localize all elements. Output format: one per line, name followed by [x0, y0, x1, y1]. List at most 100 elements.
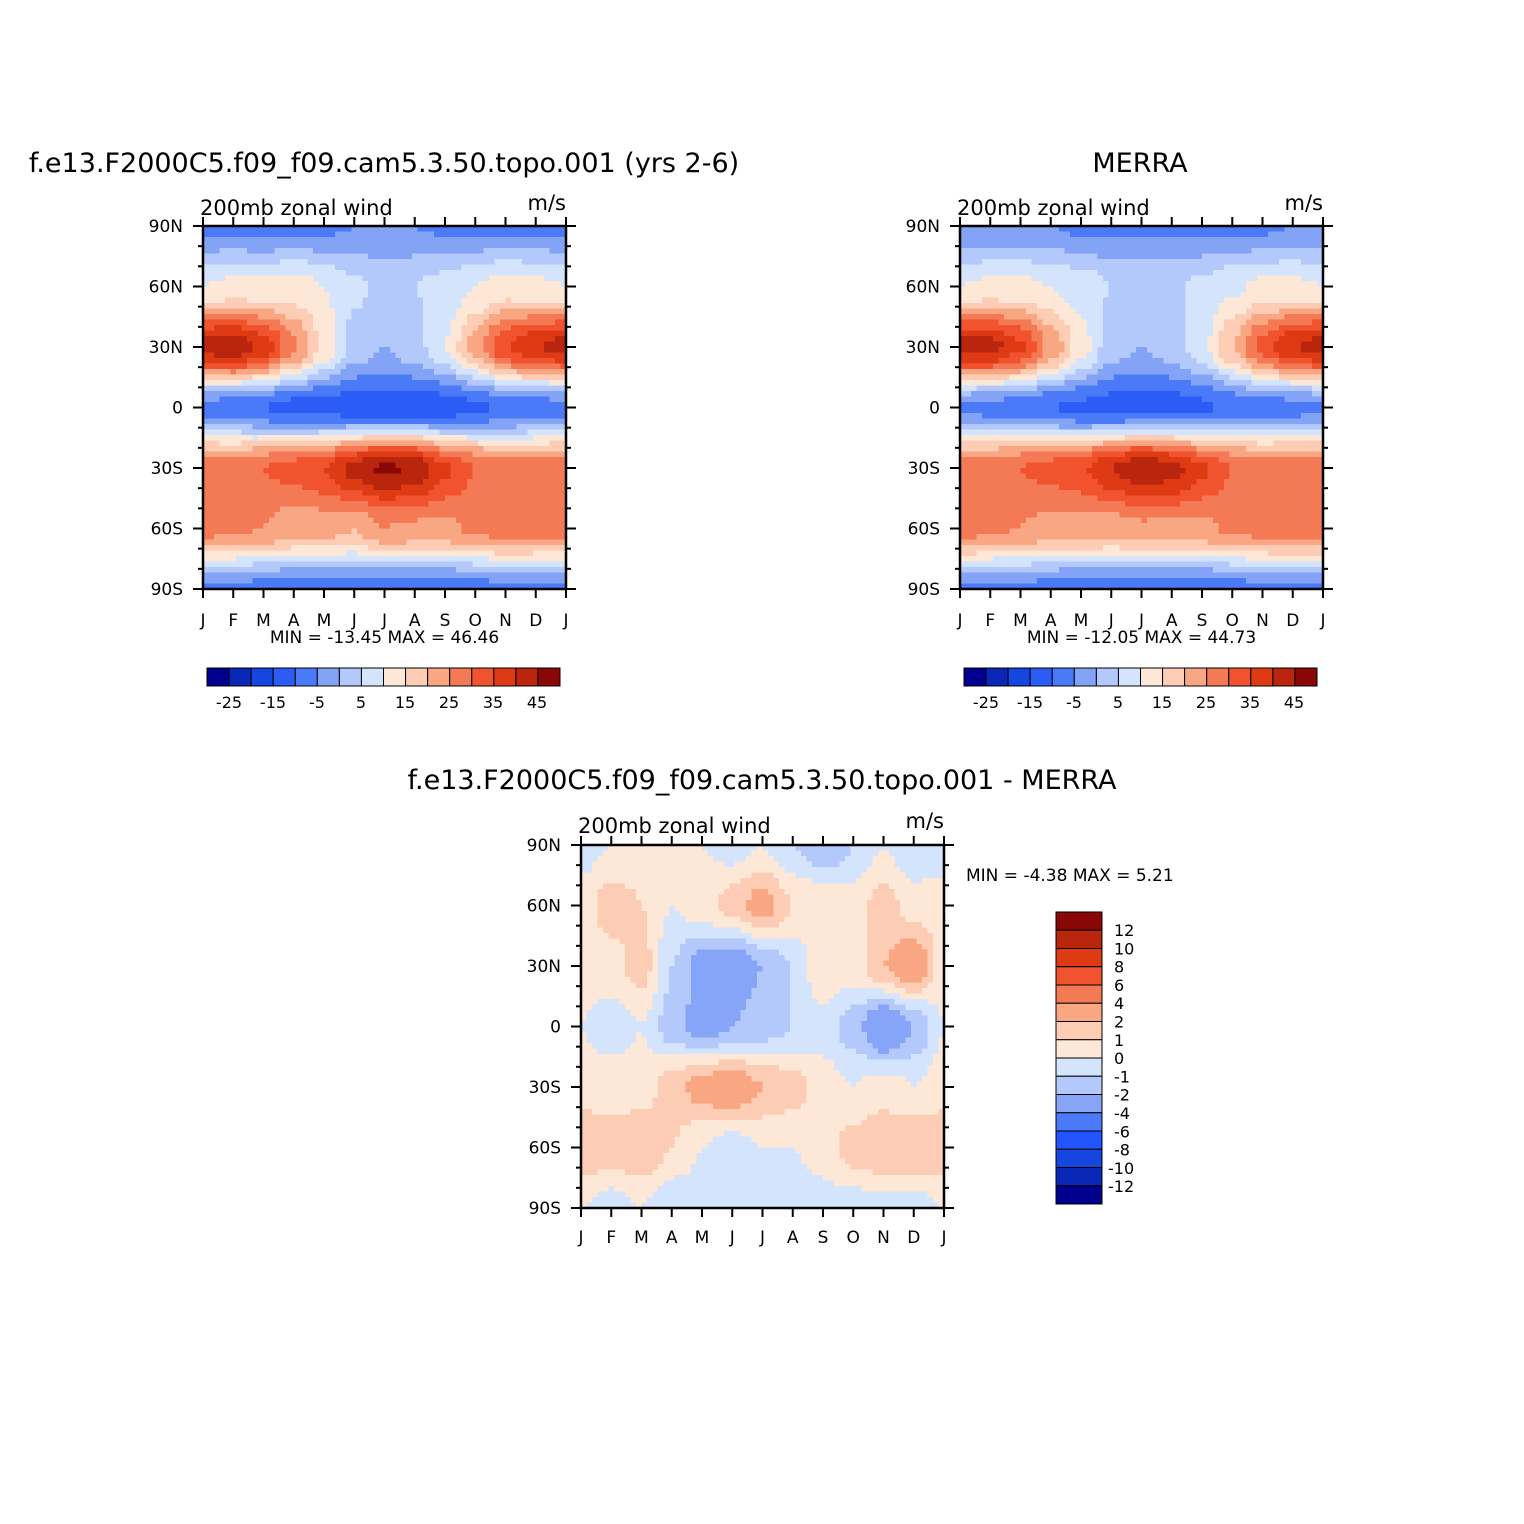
model-cell	[346, 264, 353, 271]
model-cell	[505, 347, 512, 354]
model-cell	[307, 501, 314, 508]
model-cell	[373, 358, 380, 365]
model-cell	[489, 457, 496, 464]
obs-cell	[1163, 242, 1170, 249]
model-cell	[318, 473, 325, 480]
model-cell	[423, 578, 430, 585]
model-cell	[494, 319, 501, 326]
model-cell	[241, 468, 248, 475]
model-cell	[302, 352, 309, 359]
model-cell	[263, 363, 270, 370]
model-cell	[274, 286, 281, 293]
model-cell	[472, 451, 479, 458]
model-cell	[384, 418, 391, 425]
model-cell	[538, 352, 545, 359]
model-cell	[527, 440, 534, 447]
model-cell	[417, 457, 424, 464]
model-cell	[241, 462, 248, 469]
model-cell	[274, 374, 281, 381]
model-cell	[461, 583, 468, 590]
model-cell	[329, 473, 336, 480]
model-cell	[241, 264, 248, 271]
model-cell	[401, 578, 408, 585]
model-cell	[401, 358, 408, 365]
model-cell	[313, 286, 320, 293]
model-cell	[225, 440, 232, 447]
model-cell	[505, 583, 512, 590]
model-cell	[329, 363, 336, 370]
model-cell	[329, 314, 336, 321]
model-cell	[412, 413, 419, 420]
model-cell	[208, 248, 215, 255]
model-cell	[538, 281, 545, 288]
model-cell	[516, 259, 523, 266]
model-cell	[208, 391, 215, 398]
obs-cell	[1037, 253, 1044, 260]
model-cell	[368, 374, 375, 381]
model-cell	[203, 501, 210, 508]
model-cell	[456, 468, 463, 475]
model-cell	[208, 369, 215, 376]
model-cell	[489, 572, 496, 579]
model-cell	[500, 330, 507, 337]
model-cell	[219, 572, 226, 579]
model-cell	[302, 380, 309, 387]
model-cell	[500, 424, 507, 431]
model-cell	[340, 462, 347, 469]
model-cell	[362, 330, 369, 337]
model-cell	[379, 550, 386, 557]
model-cell	[478, 380, 485, 387]
model-cell	[494, 407, 501, 414]
model-cell	[208, 303, 215, 310]
model-cell	[533, 396, 540, 403]
model-cell	[401, 303, 408, 310]
model-cell	[489, 248, 496, 255]
model-cell	[434, 303, 441, 310]
model-cell	[423, 237, 430, 244]
obs-cell	[1119, 237, 1126, 244]
model-cell	[373, 418, 380, 425]
model-cell	[335, 462, 342, 469]
model-cell	[395, 490, 402, 497]
model-cell	[296, 259, 303, 266]
obs-cell	[1262, 231, 1269, 238]
model-cell	[362, 325, 369, 332]
model-cell	[549, 336, 556, 343]
model-cell	[208, 501, 215, 508]
model-cell	[291, 528, 298, 535]
model-cell	[412, 561, 419, 568]
model-cell	[324, 517, 331, 524]
model-cell	[412, 396, 419, 403]
model-cell	[434, 314, 441, 321]
obs-cell	[1279, 248, 1286, 255]
model-cell	[549, 396, 556, 403]
model-cell	[461, 495, 468, 502]
model-cell	[324, 352, 331, 359]
model-cell	[252, 462, 259, 469]
model-cell	[423, 336, 430, 343]
model-cell	[285, 242, 292, 249]
obs-cell	[1202, 237, 1209, 244]
model-cell	[219, 391, 226, 398]
model-cell	[362, 550, 369, 557]
model-cell	[357, 479, 364, 486]
model-cell	[335, 325, 342, 332]
model-cell	[214, 468, 221, 475]
model-cell	[472, 495, 479, 502]
model-cell	[324, 396, 331, 403]
model-cell	[395, 484, 402, 491]
model-cell	[208, 545, 215, 552]
model-cell	[203, 358, 210, 365]
model-cell	[236, 286, 243, 293]
model-cell	[406, 512, 413, 519]
obs-cell	[1202, 242, 1209, 249]
model-cell	[423, 385, 430, 392]
model-cell	[428, 495, 435, 502]
model-cell	[214, 380, 221, 387]
model-cell	[219, 435, 226, 442]
colorbar-box	[471, 667, 495, 687]
model-cell	[313, 501, 320, 508]
model-cell	[280, 242, 287, 249]
model-cell	[203, 583, 210, 590]
model-cell	[230, 545, 237, 552]
